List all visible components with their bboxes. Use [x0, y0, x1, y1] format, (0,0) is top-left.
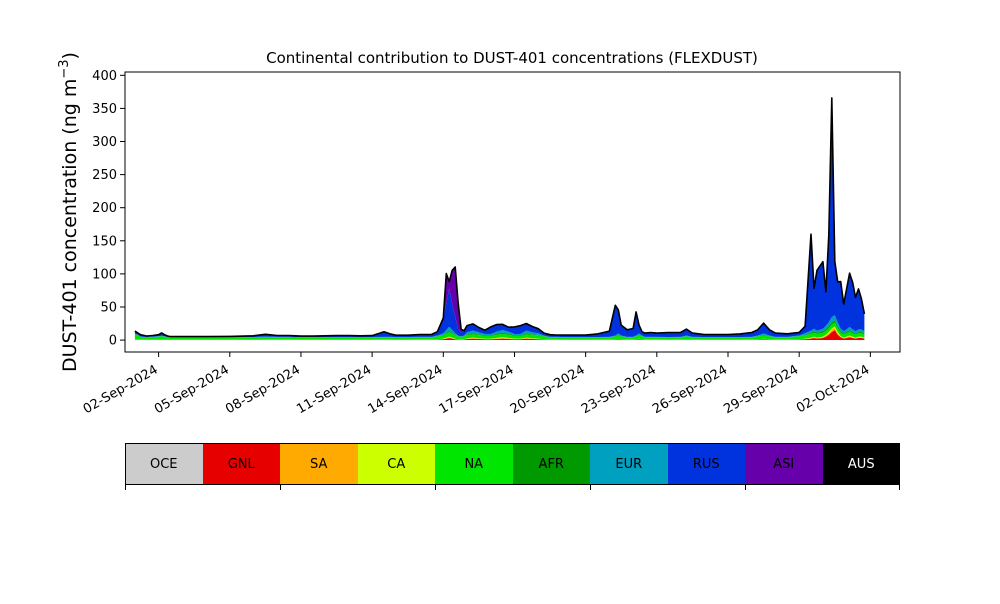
x-tick-label: 29-Sep-2024 — [721, 362, 801, 417]
legend-label: SA — [310, 457, 327, 472]
y-tick-label: 350 — [92, 102, 117, 117]
legend-item-gnl: GNL — [203, 443, 281, 485]
total-concentration-line — [135, 98, 865, 337]
y-axis-label-text: DUST-401 concentration (ng m — [59, 79, 81, 372]
legend-label: CA — [387, 457, 405, 472]
areas-layer — [135, 98, 865, 340]
legend-item-eur: EUR — [590, 443, 668, 485]
x-tick-label: 02-Oct-2024 — [794, 362, 872, 416]
area-aus — [135, 98, 865, 337]
legend-label: AUS — [848, 457, 875, 472]
x-tick-label: 08-Sep-2024 — [223, 362, 303, 417]
legend-item-aus: AUS — [823, 443, 901, 485]
legend-tick — [899, 485, 900, 490]
x-tick-label: 02-Sep-2024 — [81, 362, 161, 417]
legend-label: ASI — [773, 457, 794, 472]
y-tick-label: 200 — [92, 201, 117, 216]
x-tick-label: 14-Sep-2024 — [365, 362, 445, 417]
legend-item-afr: AFR — [513, 443, 591, 485]
y-axis: 0 50 100 150 200 250 300 350 400 — [92, 69, 125, 349]
legend-tick — [125, 485, 126, 490]
legend-label: GNL — [228, 457, 255, 472]
legend-item-oce: OCE — [125, 443, 203, 485]
legend-label: EUR — [615, 457, 642, 472]
y-tick-label: 150 — [92, 234, 117, 249]
x-tick-label: 11-Sep-2024 — [294, 362, 374, 417]
y-axis-label: DUST-401 concentration (ng m−3) — [57, 52, 81, 372]
x-tick-label: 17-Sep-2024 — [437, 362, 517, 417]
chart-title: Continental contribution to DUST-401 con… — [266, 49, 758, 67]
legend-label: OCE — [150, 457, 178, 472]
y-tick-label: 50 — [100, 300, 117, 315]
y-tick-label: 400 — [92, 69, 117, 84]
legend-label: AFR — [539, 457, 564, 472]
area-asi — [135, 98, 865, 337]
legend-item-rus: RUS — [668, 443, 746, 485]
y-tick-label: 300 — [92, 135, 117, 150]
x-tick-label: 20-Sep-2024 — [508, 362, 588, 417]
legend-tick — [745, 485, 746, 490]
x-tick-label: 23-Sep-2024 — [579, 362, 659, 417]
area-rus — [135, 99, 865, 338]
legend-item-na: NA — [435, 443, 513, 485]
y-axis-label-exponent: −3 — [57, 59, 72, 78]
x-tick-label: 05-Sep-2024 — [152, 362, 232, 417]
y-tick-label: 250 — [92, 168, 117, 183]
legend-item-ca: CA — [358, 443, 436, 485]
legend-item-asi: ASI — [745, 443, 823, 485]
plot-frame — [125, 72, 900, 352]
legend-tick — [590, 485, 591, 490]
y-axis-label-close: ) — [59, 52, 81, 59]
legend-tick — [435, 485, 436, 490]
x-tick-label: 26-Sep-2024 — [650, 362, 730, 417]
legend-item-sa: SA — [280, 443, 358, 485]
legend-label: NA — [464, 457, 483, 472]
y-tick-label: 100 — [92, 267, 117, 282]
legend-tick — [280, 485, 281, 490]
y-tick-label: 0 — [109, 334, 117, 349]
x-axis: 02-Sep-202405-Sep-202408-Sep-202411-Sep-… — [81, 352, 873, 417]
legend-label: RUS — [693, 457, 720, 472]
